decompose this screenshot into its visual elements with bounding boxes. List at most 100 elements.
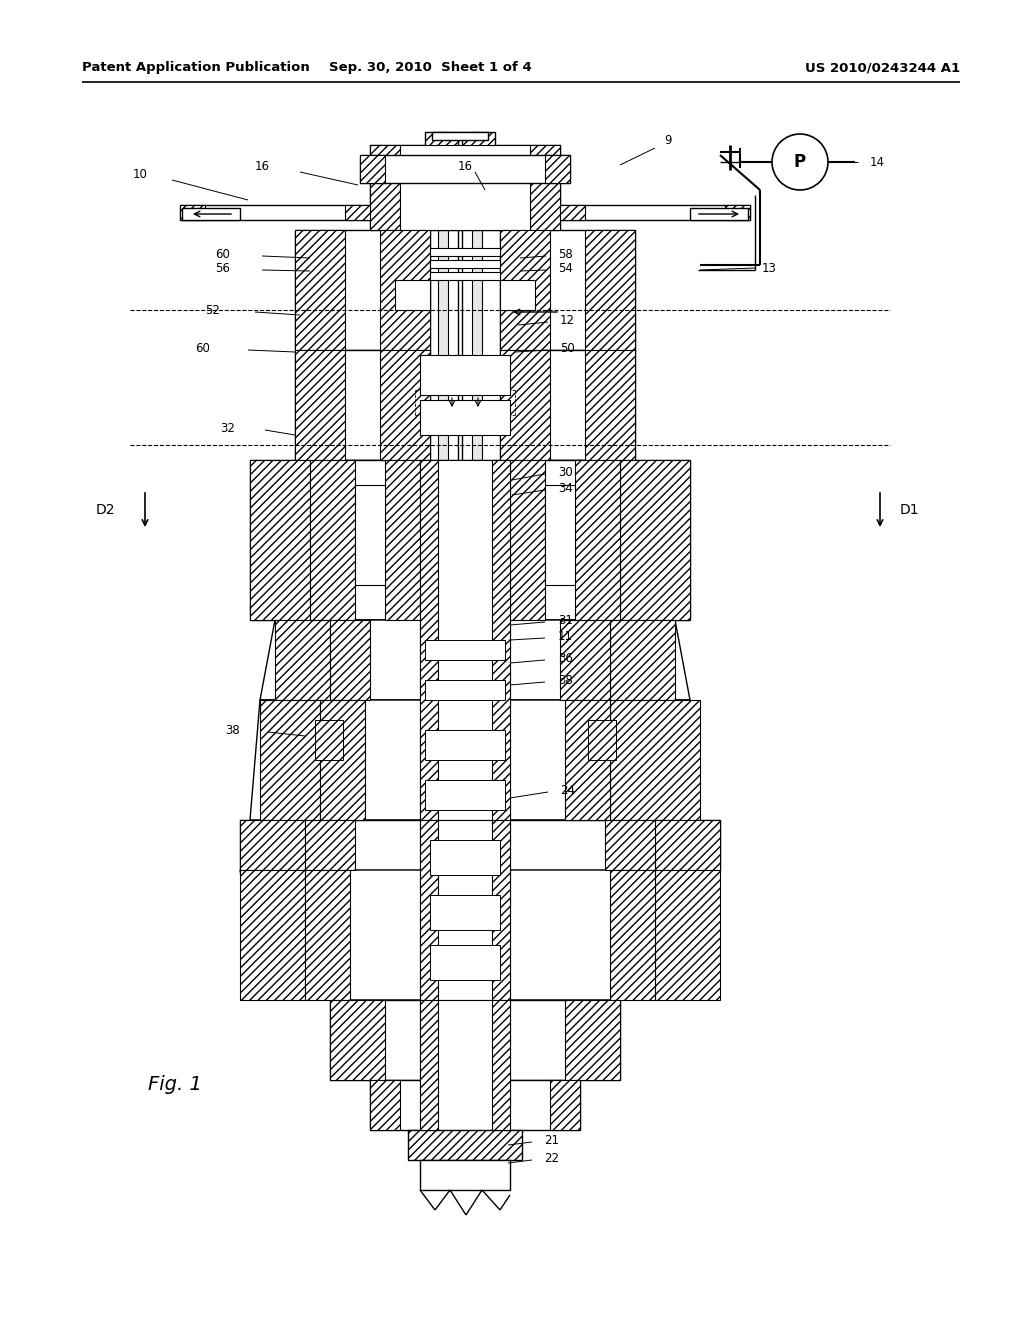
Polygon shape [310,700,610,820]
Bar [370,1080,400,1130]
Polygon shape [240,870,720,1001]
Text: 38: 38 [225,723,240,737]
Bar [438,132,449,932]
Text: 30: 30 [558,466,572,479]
Text: 9: 9 [664,133,672,147]
Bar [315,719,343,760]
Bar [250,459,310,620]
Bar [420,820,438,1001]
Text: Fig. 1: Fig. 1 [148,1076,202,1094]
Text: 11: 11 [558,630,573,643]
Bar [305,870,350,1001]
Bar [545,154,570,183]
Bar [260,700,319,820]
Bar [432,132,488,140]
Bar [425,132,495,170]
Bar [275,620,330,700]
Text: 54: 54 [558,261,572,275]
Bar [240,820,305,870]
Circle shape [772,135,828,190]
Bar [370,145,400,230]
Polygon shape [305,820,655,870]
Text: 56: 56 [215,261,230,275]
Bar [530,145,560,230]
Text: 16: 16 [458,161,473,173]
Bar [425,780,505,810]
Polygon shape [260,620,690,700]
Bar [492,1001,510,1130]
Bar [430,248,500,256]
Polygon shape [295,350,430,459]
Bar [430,272,500,280]
Text: D1: D1 [900,503,920,517]
Bar [420,820,510,1001]
Bar [492,459,510,820]
Text: 32: 32 [220,421,234,434]
Text: 60: 60 [215,248,230,260]
Polygon shape [240,820,720,870]
Bar [565,1001,620,1080]
Polygon shape [500,459,620,620]
Bar [420,1001,510,1130]
Bar [588,719,616,760]
Bar [610,620,675,700]
Bar [430,895,500,931]
Bar [690,209,748,220]
Polygon shape [250,459,690,620]
Bar [380,350,430,459]
Bar [400,145,530,230]
Bar [420,400,510,436]
Bar [355,484,385,585]
Bar [425,730,505,760]
Polygon shape [250,700,700,820]
Bar [620,459,690,620]
Text: US 2010/0243244 A1: US 2010/0243244 A1 [805,62,961,74]
Bar [655,820,720,870]
Bar [330,1001,385,1080]
Text: Patent Application Publication: Patent Application Publication [82,62,309,74]
Polygon shape [310,459,430,620]
Bar [430,260,500,268]
Bar [385,459,430,620]
Text: 31: 31 [558,614,572,627]
Text: 36: 36 [558,652,572,664]
Bar [295,350,345,459]
Bar [560,620,610,700]
Bar [395,280,430,310]
Bar [565,700,610,820]
Bar [610,870,655,1001]
Bar [655,870,720,1001]
Bar [500,350,550,459]
Text: 38: 38 [558,673,572,686]
Text: 10: 10 [133,169,148,181]
Bar [585,350,635,459]
Bar [425,640,505,660]
Bar [360,154,385,183]
Text: 13: 13 [762,261,777,275]
Polygon shape [330,1001,620,1080]
Text: 60: 60 [196,342,210,355]
Bar [240,870,305,1001]
Bar [380,230,430,350]
Bar [420,1160,510,1191]
Polygon shape [500,350,635,459]
Text: 12: 12 [560,314,575,326]
Polygon shape [560,205,750,220]
Bar [345,205,370,220]
Bar [560,205,585,220]
Bar [430,945,500,979]
Bar [295,230,345,350]
Bar [420,459,438,820]
Text: 52: 52 [205,304,220,317]
Bar [420,459,510,820]
Bar [610,700,700,820]
Bar [605,820,655,870]
Bar [500,459,545,620]
Bar [182,209,240,220]
Bar [500,280,535,310]
Text: 22: 22 [544,1151,559,1164]
Bar [319,700,365,820]
Bar [492,820,510,1001]
Bar [305,820,355,870]
Bar [472,132,482,932]
